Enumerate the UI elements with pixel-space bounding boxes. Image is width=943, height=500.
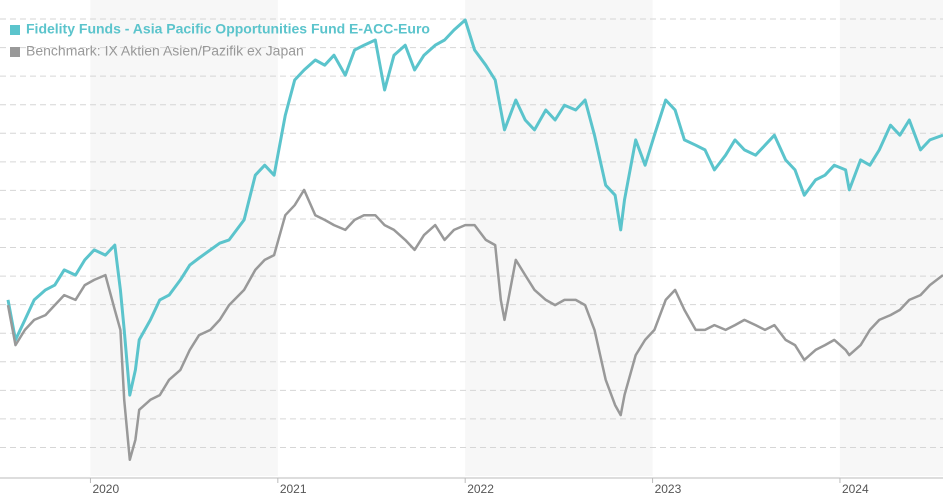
series-line: [6, 188, 943, 462]
series-line: [6, 18, 943, 397]
x-tick-label: 2023: [655, 482, 682, 496]
legend-label: Fidelity Funds - Asia Pacific Opportunit…: [26, 21, 430, 37]
legend-label: Benchmark: IX Aktien Asien/Pazifik ex Ja…: [26, 43, 304, 59]
year-band: [465, 0, 653, 476]
x-tick-label: 2024: [842, 482, 869, 496]
x-tick-label: 2020: [92, 482, 119, 496]
x-tick-label: 2022: [467, 482, 494, 496]
legend-swatch: [10, 47, 20, 57]
year-band: [90, 0, 278, 476]
year-band: [839, 0, 943, 476]
x-tick-label: 2021: [280, 482, 307, 496]
legend-swatch: [10, 25, 20, 35]
